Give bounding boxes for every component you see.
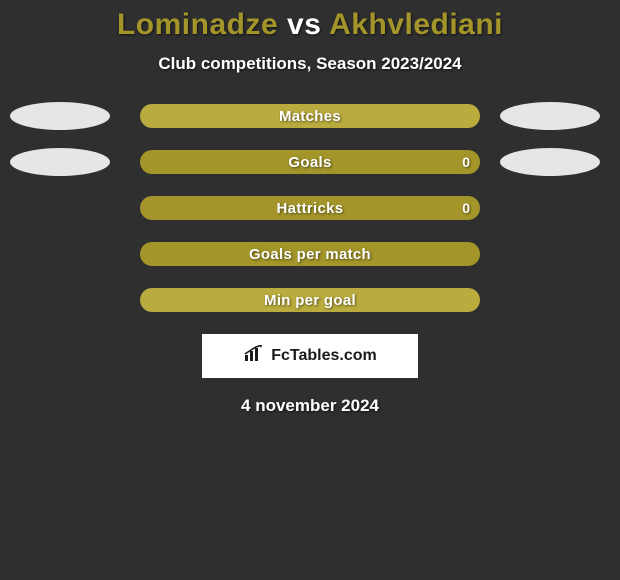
logo-box[interactable]: FcTables.com xyxy=(202,334,418,378)
stat-row: Matches xyxy=(0,104,620,128)
stat-label: Goals per match xyxy=(249,246,371,263)
subtitle: Club competitions, Season 2023/2024 xyxy=(158,54,461,74)
vs-label: vs xyxy=(287,8,321,41)
stat-bar: Goals 0 xyxy=(140,150,480,174)
right-value-bubble xyxy=(500,102,600,130)
stat-rows: Matches Goals 0 Hattricks 0 Goals per match Mi… xyxy=(0,104,620,312)
right-value-bubble xyxy=(500,148,600,176)
date-label: 4 november 2024 xyxy=(241,396,379,416)
stat-bar: Matches xyxy=(140,104,480,128)
player2-name: Akhvlediani xyxy=(329,8,503,41)
stat-bar: Hattricks 0 xyxy=(140,196,480,220)
stat-right-value: 0 xyxy=(462,154,470,170)
logo-text: FcTables.com xyxy=(271,347,377,365)
stat-right-value: 0 xyxy=(462,200,470,216)
stat-label: Hattricks xyxy=(277,200,344,217)
left-value-bubble xyxy=(10,102,110,130)
stat-row: Hattricks 0 xyxy=(0,196,620,220)
comparison-container: Lominadze vs Akhvlediani Club competitio… xyxy=(0,0,620,416)
stat-label: Matches xyxy=(279,108,341,125)
stat-label: Min per goal xyxy=(264,292,356,309)
left-value-bubble xyxy=(10,148,110,176)
stat-bar: Goals per match xyxy=(140,242,480,266)
logo-inner: FcTables.com xyxy=(243,345,377,368)
chart-icon xyxy=(243,345,265,368)
player1-name: Lominadze xyxy=(117,8,278,41)
stat-label: Goals xyxy=(288,154,331,171)
stat-bar: Min per goal xyxy=(140,288,480,312)
stat-row: Goals per match xyxy=(0,242,620,266)
stat-row: Min per goal xyxy=(0,288,620,312)
stat-row: Goals 0 xyxy=(0,150,620,174)
page-title: Lominadze vs Akhvlediani xyxy=(117,8,503,42)
